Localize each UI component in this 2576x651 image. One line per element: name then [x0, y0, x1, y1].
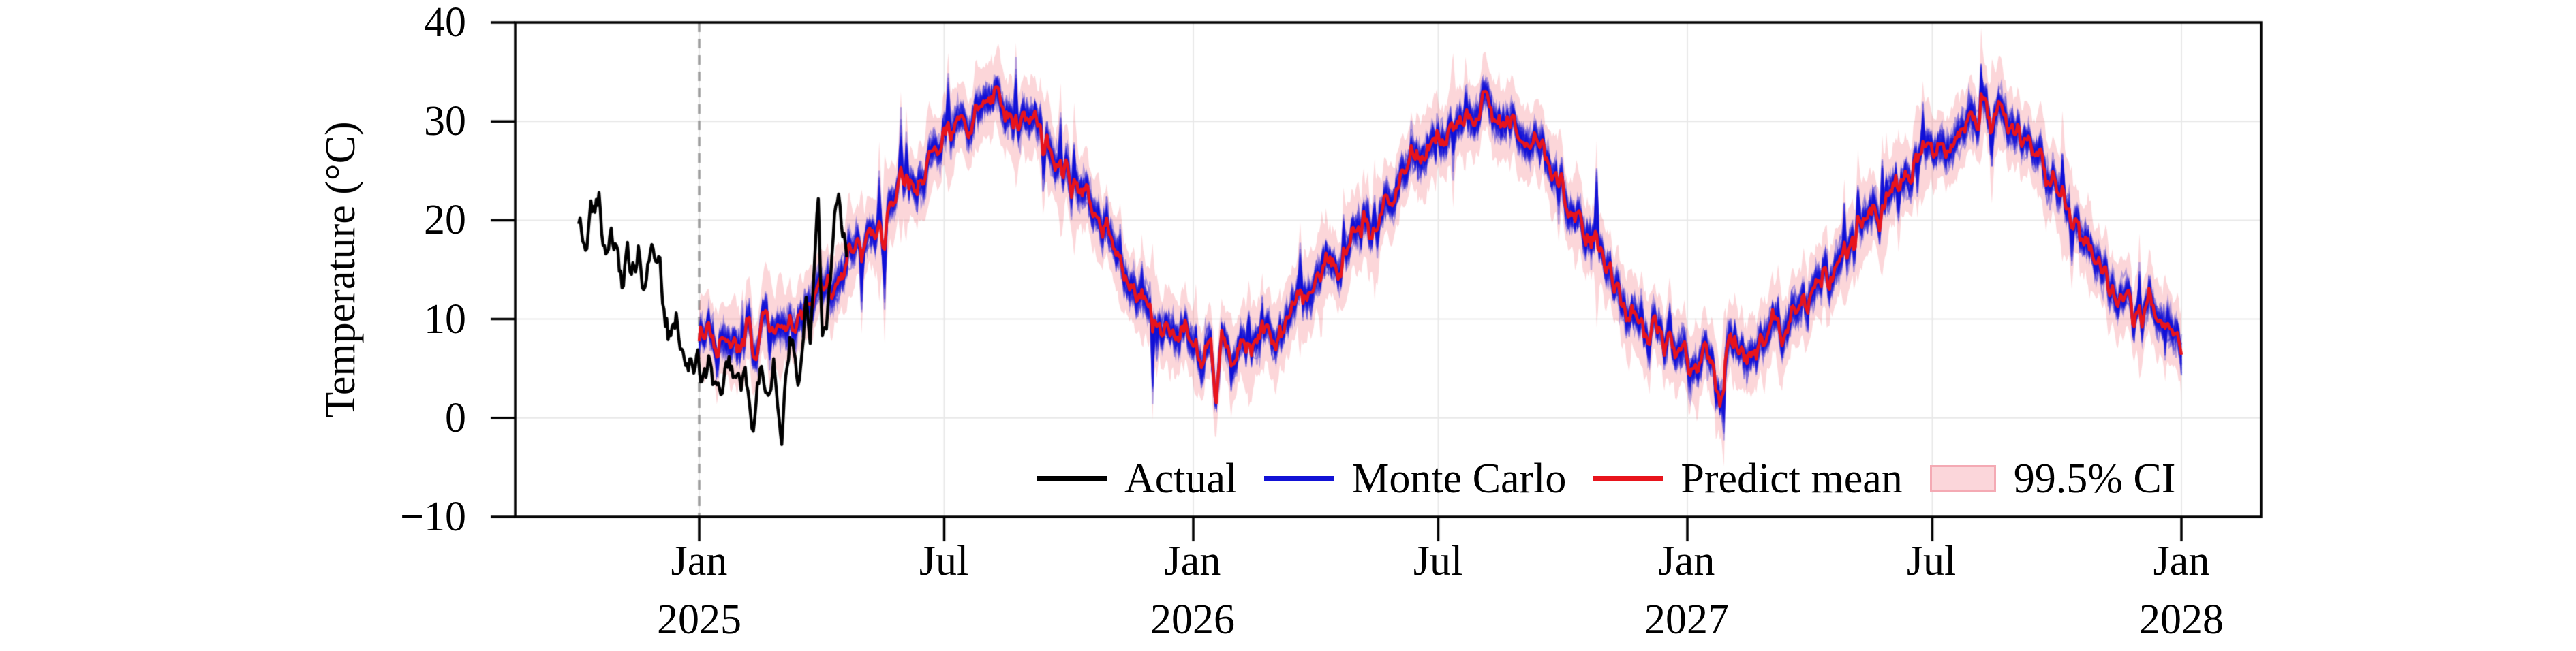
- legend: Actual Monte Carlo Predict mean 99.5% CI: [1037, 449, 2175, 508]
- actual-line-swatch: [1037, 476, 1107, 481]
- legend-label: 99.5% CI: [2013, 456, 2176, 502]
- legend-label: Actual: [1124, 456, 1238, 502]
- y-axis-title: Temperature (°C): [318, 121, 364, 418]
- y-tick-label: 20: [424, 197, 466, 243]
- legend-item-monte-carlo: Monte Carlo: [1264, 454, 1566, 503]
- x-tick-year-label: 2027: [1644, 597, 1729, 643]
- y-tick-label: 40: [424, 0, 466, 46]
- y-tick-label: 10: [424, 296, 466, 343]
- legend-label: Monte Carlo: [1351, 456, 1567, 502]
- x-tick-label: Jul: [919, 538, 969, 584]
- x-tick-label: Jan: [2153, 538, 2210, 584]
- legend-item-ci: 99.5% CI: [1929, 454, 2176, 503]
- x-tick-label: Jan: [1164, 538, 1221, 584]
- legend-item-actual: Actual: [1037, 454, 1237, 503]
- legend-item-predict-mean: Predict mean: [1593, 454, 1903, 503]
- x-tick-label: Jan: [1658, 538, 1715, 584]
- x-tick-year-label: 2028: [2139, 597, 2224, 643]
- legend-label: Predict mean: [1681, 456, 1903, 502]
- monte-carlo-line-swatch: [1264, 476, 1334, 481]
- y-tick-label: 30: [424, 98, 466, 144]
- y-tick-label: 0: [445, 395, 466, 441]
- x-tick-label: Jan: [671, 538, 728, 584]
- x-tick-label: Jul: [1906, 538, 1957, 584]
- x-tick-year-label: 2025: [657, 597, 741, 643]
- x-tick-year-label: 2026: [1150, 597, 1235, 643]
- x-tick-label: Jul: [1413, 538, 1463, 584]
- ci-patch-swatch: [1929, 465, 1996, 492]
- y-tick-label: −10: [400, 494, 466, 540]
- predict-mean-line-swatch: [1593, 476, 1663, 481]
